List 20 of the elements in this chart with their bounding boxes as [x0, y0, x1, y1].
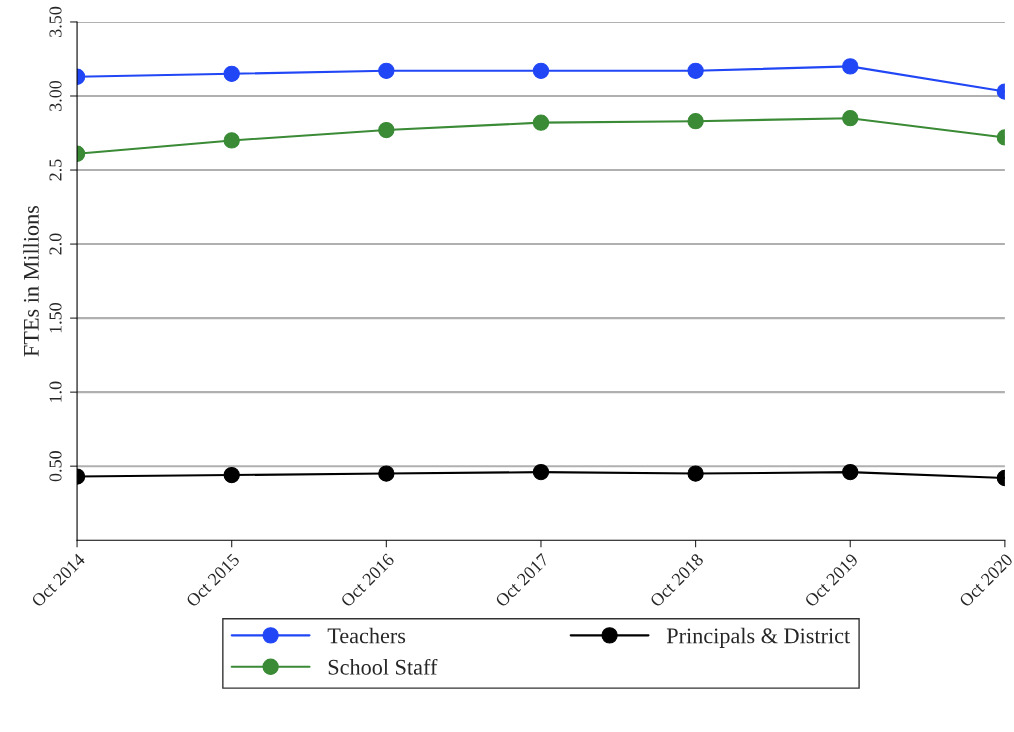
point	[687, 62, 704, 79]
y-tick-label: 1.50	[49, 303, 62, 333]
point	[532, 114, 550, 131]
y-tick-label: 2.5	[49, 159, 62, 181]
y-tick-label: 3.50	[49, 6, 62, 37]
y-tick-label: 0.50	[49, 451, 62, 482]
point	[532, 463, 550, 481]
point	[378, 465, 395, 482]
legend-label: Teachers	[327, 627, 406, 644]
y-tick-label: 2.0	[49, 233, 62, 255]
point	[687, 465, 704, 482]
point	[687, 113, 704, 130]
point	[378, 62, 395, 79]
legend-label: Principals & District	[666, 627, 851, 648]
legend-label: School Staff	[328, 658, 438, 675]
point	[378, 121, 395, 139]
y-axis-title: FTEs in Millions	[23, 205, 39, 357]
point	[532, 62, 550, 79]
y-tick-label: 1.0	[49, 381, 62, 402]
y-tick-label: 3.00	[49, 80, 62, 111]
